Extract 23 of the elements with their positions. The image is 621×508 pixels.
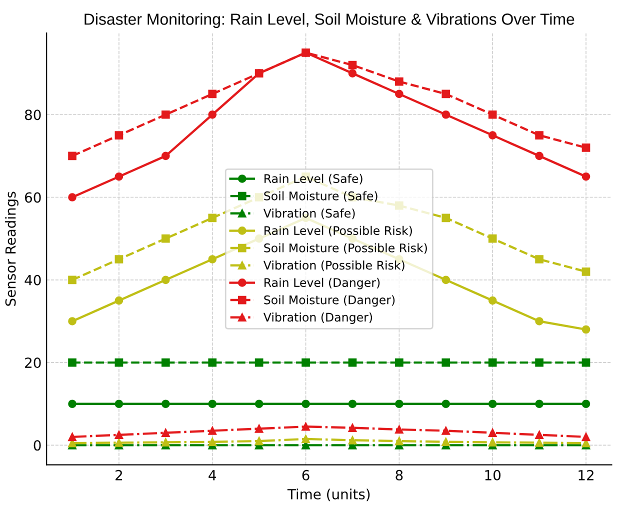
legend-label: Vibration (Possible Risk) bbox=[263, 260, 404, 272]
y-tick-label: 0 bbox=[34, 440, 41, 451]
x-tick-label: 6 bbox=[302, 470, 310, 480]
legend-label: Rain Level (Safe) bbox=[264, 174, 362, 184]
y-tick-label: 40 bbox=[24, 274, 41, 286]
legend-label: Vibration (Danger) bbox=[263, 312, 372, 324]
y-tick-label: 60 bbox=[25, 192, 41, 203]
y-tick-label: 20 bbox=[25, 358, 41, 368]
y-tick-label: 80 bbox=[24, 110, 41, 120]
x-tick-label: 2 bbox=[116, 470, 122, 480]
legend-label: Vibration (Safe) bbox=[263, 208, 355, 220]
legend-label: Soil Moisture (Safe) bbox=[264, 191, 378, 202]
x-tick-label: 4 bbox=[208, 470, 216, 480]
legend-label: Soil Moisture (Danger) bbox=[264, 295, 395, 307]
x-tick-label: 10 bbox=[485, 470, 501, 480]
x-tick-label: 8 bbox=[396, 470, 403, 480]
chart-title: Disaster Monitoring: Rain Level, Soil Moisture & Vibrations Over Time bbox=[84, 13, 574, 28]
x-axis-title: Time (units) bbox=[287, 488, 370, 502]
legend-label: Rain Level (Possible Risk) bbox=[264, 226, 412, 236]
legend-label: Rain Level (Danger) bbox=[264, 278, 380, 290]
legend-label: Soil Moisture (Possible Risk) bbox=[264, 243, 427, 254]
x-tick-label: 12 bbox=[578, 470, 594, 480]
y-axis-title: Sensor Readings bbox=[5, 192, 18, 306]
